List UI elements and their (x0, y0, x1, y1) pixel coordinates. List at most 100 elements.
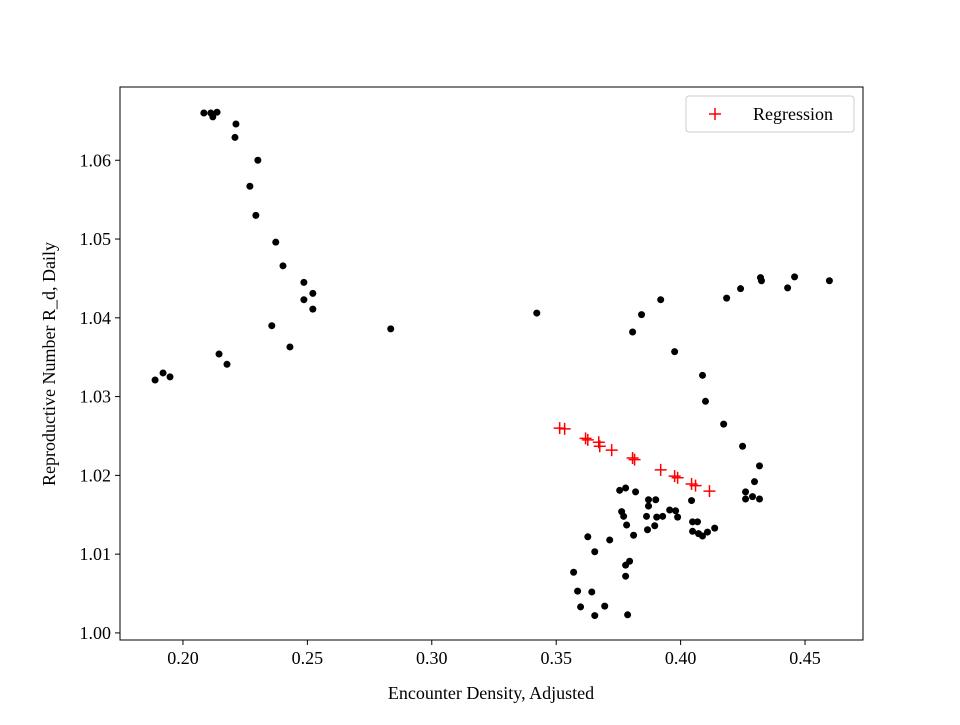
legend-box (685, 95, 855, 133)
data-point (645, 502, 653, 510)
data-point (300, 296, 308, 304)
plot-frame (119, 86, 864, 641)
legend-marker (709, 108, 721, 120)
data-point (742, 488, 750, 496)
data-point (643, 512, 651, 520)
plus-marker (671, 471, 684, 484)
data-point (791, 273, 799, 281)
data-point (757, 277, 765, 285)
y-axis-label: Reproductive Number R_d, Daily (39, 242, 59, 486)
regression-point (703, 485, 716, 498)
data-point (601, 602, 609, 610)
y-tick-label: 1.06 (80, 150, 112, 170)
y-tick-label: 1.04 (80, 308, 112, 328)
data-point (215, 350, 223, 358)
data-point (720, 420, 728, 428)
regression-point (605, 444, 618, 457)
data-point (653, 513, 661, 521)
data-point (272, 238, 280, 246)
x-tick-label: 0.20 (167, 648, 199, 668)
x-tick-label: 0.40 (665, 648, 697, 668)
regression-point (654, 463, 667, 476)
data-point (606, 536, 614, 544)
plus-marker (581, 433, 594, 446)
data-point (672, 507, 680, 515)
data-point (699, 532, 707, 540)
data-point (268, 322, 276, 330)
data-point (674, 513, 682, 521)
data-point (231, 133, 239, 141)
data-point (694, 518, 702, 526)
data-point (209, 113, 217, 121)
plus-marker (689, 479, 702, 492)
data-point (387, 325, 395, 333)
regression-point (626, 452, 639, 465)
plus-marker (628, 453, 641, 466)
data-point (309, 289, 317, 297)
data-point (644, 526, 652, 534)
data-point (252, 211, 260, 219)
data-point (701, 397, 709, 405)
data-point (755, 495, 763, 503)
data-point (623, 521, 631, 529)
data-point (309, 305, 317, 313)
data-point (652, 496, 660, 504)
regression-point (553, 422, 566, 435)
data-point (570, 568, 578, 576)
data-point (739, 442, 747, 450)
data-point (659, 512, 667, 520)
data-point (254, 156, 262, 164)
data-point (246, 182, 254, 190)
data-point (749, 493, 757, 501)
data-point (825, 277, 833, 285)
x-tick-label: 0.35 (540, 648, 572, 668)
regression-point (689, 479, 702, 492)
plus-marker (558, 422, 571, 435)
y-tick-label: 1.05 (80, 229, 112, 249)
data-point (784, 284, 792, 292)
data-point (723, 294, 731, 302)
y-tick-label: 1.03 (80, 387, 112, 407)
data-point (624, 611, 632, 619)
regression-point (628, 453, 641, 466)
data-point (620, 512, 628, 520)
regression-point (558, 422, 571, 435)
data-point (159, 369, 167, 377)
data-point (200, 109, 208, 117)
data-point (584, 533, 592, 541)
y-tick-label: 1.02 (80, 465, 112, 485)
x-tick-label: 0.45 (789, 648, 821, 668)
data-point (755, 462, 763, 470)
regression-point (668, 470, 681, 483)
data-point (151, 376, 159, 384)
data-point (638, 311, 646, 319)
data-point (737, 285, 745, 293)
data-point (689, 527, 697, 535)
legend-label: Regression (753, 104, 833, 124)
plus-marker (654, 463, 667, 476)
regression-point (581, 433, 594, 446)
data-point (588, 588, 596, 596)
data-point (666, 506, 674, 514)
regression-point (671, 471, 684, 484)
data-point (616, 486, 624, 494)
data-point (630, 531, 638, 539)
plus-marker (553, 422, 566, 435)
data-point (577, 603, 585, 611)
plus-marker (579, 432, 592, 445)
data-point (703, 528, 711, 536)
data-point (632, 488, 640, 496)
data-point (533, 309, 541, 317)
data-point (699, 371, 707, 379)
plus-marker (668, 470, 681, 483)
x-axis-label: Encounter Density, Adjusted (388, 683, 594, 703)
data-point (751, 478, 759, 486)
plus-marker (703, 485, 716, 498)
data-point (651, 522, 659, 530)
x-tick-label: 0.30 (416, 648, 448, 668)
data-point (688, 497, 696, 505)
data-point (286, 343, 294, 351)
data-point (622, 484, 630, 492)
regression-point (593, 440, 606, 453)
